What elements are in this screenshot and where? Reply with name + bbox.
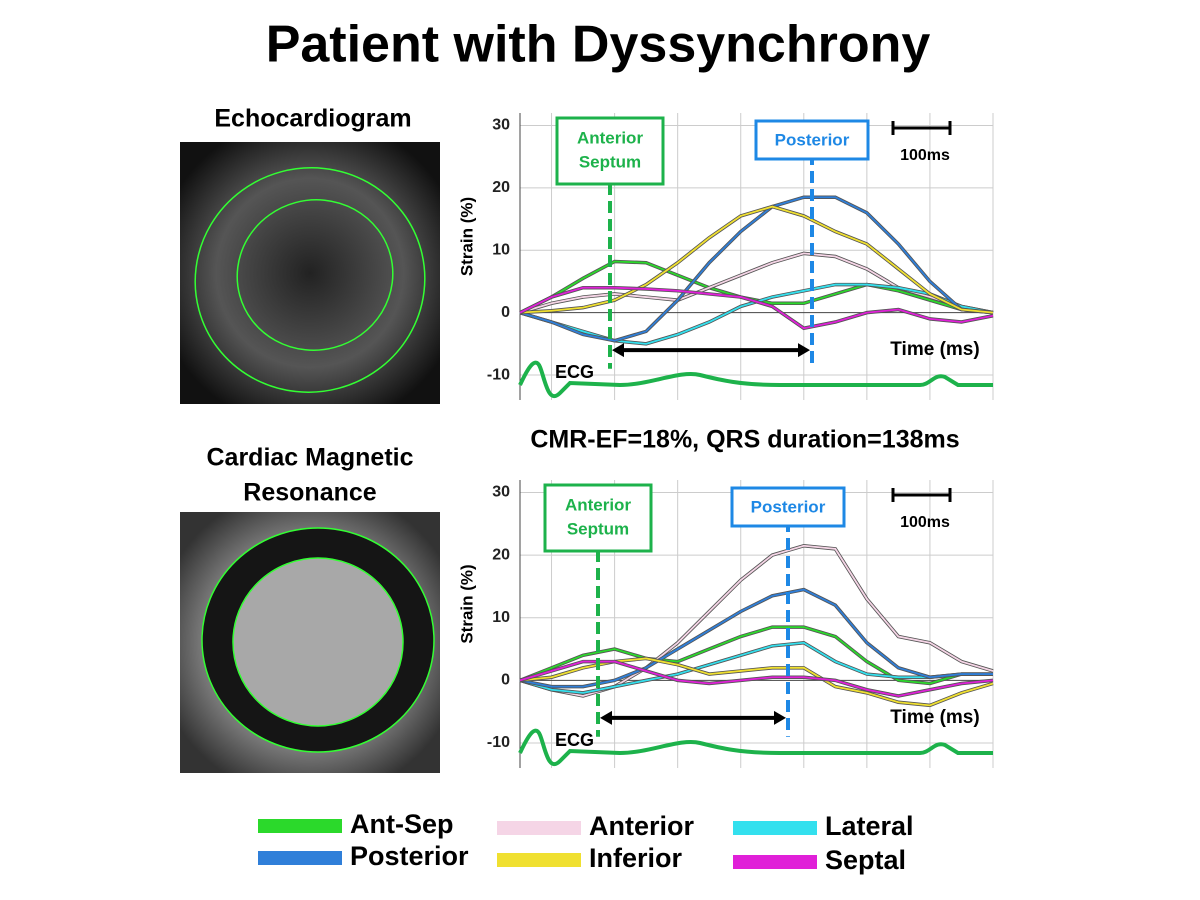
series-line-core [519, 205, 994, 314]
annotation: Septum [567, 519, 629, 538]
annotation: Anterior [565, 495, 632, 514]
y-tick-label: 20 [492, 546, 510, 563]
scale-bar [891, 121, 952, 135]
y-axis-label: Strain (%) [457, 197, 476, 276]
scale-bar [891, 488, 952, 502]
chart-title: CMR-EF=18%, QRS duration=138ms [530, 426, 959, 454]
y-tick-label: 30 [492, 117, 510, 134]
y-tick-label: 20 [492, 179, 510, 196]
image-label: Echocardiogram [214, 105, 411, 133]
annotation: Septum [579, 152, 641, 171]
y-tick-label: -10 [487, 734, 510, 751]
legend-label: Septal [825, 845, 906, 875]
annotation-box [730, 486, 846, 528]
legend-label: Posterior [350, 841, 469, 871]
annotation: Posterior [775, 130, 850, 149]
y-tick-label: 10 [492, 609, 510, 626]
x-axis-label: Time (ms) [890, 339, 979, 360]
annotation: Posterior [751, 497, 826, 516]
ecg-trace [518, 728, 993, 766]
legend-swatch [733, 855, 817, 869]
annotation: Anterior [577, 128, 644, 147]
legend-label: Lateral [825, 811, 914, 841]
series-line-core [519, 626, 993, 685]
echo-image [180, 142, 440, 404]
ecg-label: ECG [555, 362, 594, 382]
annotation-box [754, 119, 870, 161]
image-label: Cardiac Magnetic [206, 444, 413, 472]
cmr-image [180, 512, 440, 773]
series-line-core [519, 588, 993, 688]
series-line-core [519, 641, 993, 694]
series-line-core [519, 196, 994, 342]
image-label: Resonance [243, 479, 376, 507]
legend-label: Anterior [589, 811, 695, 841]
legend-swatch [733, 821, 817, 835]
annotation-box [543, 483, 653, 553]
x-axis-label: Time (ms) [890, 707, 979, 728]
legend-swatch [258, 819, 342, 833]
y-tick-label: 30 [492, 484, 510, 501]
legend-swatch [497, 853, 581, 867]
series-line-core [519, 252, 994, 314]
y-tick-label: -10 [487, 366, 510, 383]
legend-label: Ant-Sep [350, 809, 454, 839]
annotation-box [555, 116, 665, 186]
series-line [519, 251, 994, 315]
ecg-trace [518, 360, 993, 398]
y-tick-label: 0 [501, 304, 510, 321]
y-axis-label: Strain (%) [457, 564, 476, 643]
legend-swatch [258, 851, 342, 865]
y-tick-label: 10 [492, 241, 510, 258]
scale-label: 100ms [900, 514, 950, 531]
series-line-core [519, 286, 994, 330]
legend-swatch [497, 821, 581, 835]
figure-title: Patient with Dyssynchrony [266, 16, 931, 74]
scale-label: 100ms [900, 147, 950, 164]
legend-label: Inferior [589, 843, 683, 873]
ecg-label: ECG [555, 730, 594, 750]
y-tick-label: 0 [501, 672, 510, 689]
